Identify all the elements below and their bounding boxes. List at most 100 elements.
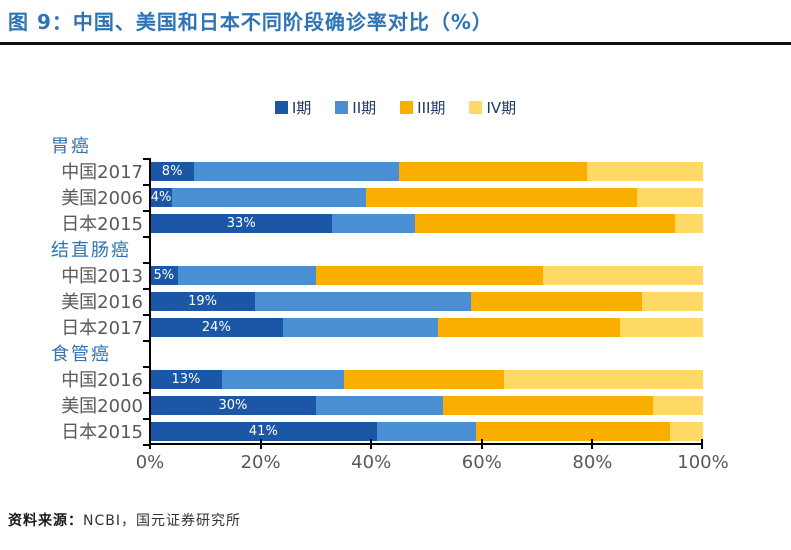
- bar-track: 30%: [150, 392, 703, 418]
- chart-legend: I期 II期 III期 IV期: [0, 97, 791, 118]
- bar-segment-stage3: [315, 265, 543, 285]
- bar-row: 日本2017 24%: [45, 314, 703, 340]
- bar-segment-stage2: [315, 395, 444, 415]
- bar-segment-stage4: [675, 213, 703, 233]
- bar-row: 日本2015 41%: [45, 418, 703, 444]
- bar-segment-stage1: 4%: [150, 187, 173, 207]
- legend-item-stage4: IV期: [469, 97, 516, 118]
- bar-segment-stage2: [255, 291, 471, 311]
- title-divider-rule: [0, 42, 791, 45]
- bar-track: 4%: [150, 184, 703, 210]
- source-note: 资料来源：NCBI，国元证券研究所: [8, 510, 241, 530]
- stacked-bar: 5%: [150, 265, 703, 285]
- country-year-label: 美国2016: [61, 292, 143, 313]
- bar-track: 5%: [150, 262, 703, 288]
- bar-segment-stage1: 24%: [150, 317, 283, 337]
- stage2-swatch-icon: [335, 101, 349, 114]
- legend-item-stage3: III期: [400, 97, 445, 118]
- bar-segment-stage3: [470, 291, 643, 311]
- bar-segment-stage2: [221, 369, 344, 389]
- stage1-data-label: 24%: [201, 319, 231, 335]
- x-axis-tick: [591, 439, 594, 449]
- legend-item-stage1: I期: [274, 97, 312, 118]
- stacked-bar: 33%: [150, 213, 703, 233]
- stage1-swatch-icon: [274, 101, 288, 114]
- bar-row: 美国2006 4%: [45, 184, 703, 210]
- stage1-data-label: 8%: [161, 163, 183, 179]
- stacked-bar: 8%: [150, 161, 703, 181]
- bar-segment-stage2: [376, 421, 477, 441]
- bar-track: 8%: [150, 158, 703, 184]
- stage1-data-label: 33%: [226, 215, 256, 231]
- stacked-bar: 41%: [150, 421, 703, 441]
- bar-track: 41%: [150, 418, 703, 444]
- country-year-label: 美国2006: [61, 188, 143, 209]
- bar-segment-stage1: 13%: [150, 369, 222, 389]
- bar-segment-stage3: [437, 317, 621, 337]
- stage1-data-label: 19%: [188, 293, 217, 309]
- stage1-data-label: 13%: [171, 371, 201, 387]
- empty-track: [150, 340, 703, 366]
- legend-label: IV期: [486, 99, 517, 117]
- bar-segment-stage4: [642, 291, 703, 311]
- bar-segment-stage3: [365, 187, 637, 207]
- x-tick-label: 60%: [461, 452, 502, 473]
- cancer-group-label: 结直肠癌: [51, 240, 131, 261]
- stacked-bar: 13%: [150, 369, 703, 389]
- legend-label: II期: [352, 99, 377, 117]
- bar-segment-stage4: [636, 187, 703, 207]
- stacked-bar: 30%: [150, 395, 703, 415]
- legend-label: I期: [291, 99, 312, 117]
- bar-segment-stage1: 41%: [150, 421, 377, 441]
- x-tick-label: 20%: [240, 452, 281, 473]
- bar-row: 美国2016 19%: [45, 288, 703, 314]
- bar-segment-stage1: 8%: [150, 161, 195, 181]
- x-axis-labels: 0% 20% 40% 60% 80% 100%: [136, 452, 729, 474]
- x-tick-label: 80%: [572, 452, 613, 473]
- country-year-label: 日本2015: [61, 422, 143, 443]
- bar-segment-stage4: [542, 265, 703, 285]
- stage1-data-label: 4%: [150, 189, 172, 205]
- x-axis-tick: [259, 439, 262, 449]
- country-year-label: 中国2013: [61, 266, 143, 287]
- bar-segment-stage3: [343, 369, 504, 389]
- legend-item-stage2: II期: [335, 97, 376, 118]
- bar-row: 中国2016 13%: [45, 366, 703, 392]
- bar-segment-stage3: [476, 421, 670, 441]
- bar-track: 33%: [150, 210, 703, 236]
- country-year-label: 中国2017: [61, 162, 143, 183]
- bar-segment-stage4: [503, 369, 703, 389]
- stage3-swatch-icon: [400, 101, 414, 114]
- stage1-data-label: 41%: [248, 423, 278, 439]
- bar-segment-stage4: [669, 421, 703, 441]
- bar-segment-stage1: 33%: [150, 213, 333, 233]
- x-axis-tick: [370, 439, 373, 449]
- cancer-group-row: 结直肠癌: [45, 236, 703, 262]
- bar-track: 19%: [150, 288, 703, 314]
- country-year-label: 日本2015: [61, 214, 143, 235]
- x-axis-tick: [480, 439, 483, 449]
- plot-rows: 胃癌 中国2017 8% 美国2006 4% 日本2015 33% 结直肠癌 中…: [45, 132, 703, 444]
- stacked-bar: 24%: [150, 317, 703, 337]
- x-tick-label: 100%: [677, 452, 729, 473]
- bar-row: 美国2000 30%: [45, 392, 703, 418]
- bar-segment-stage2: [194, 161, 399, 181]
- x-axis-line: [150, 443, 703, 445]
- y-axis-line: [149, 158, 151, 446]
- bar-segment-stage2: [282, 317, 438, 337]
- bar-segment-stage3: [415, 213, 676, 233]
- bar-segment-stage1: 30%: [150, 395, 316, 415]
- bar-track: 24%: [150, 314, 703, 340]
- bar-segment-stage3: [398, 161, 587, 181]
- cancer-group-label: 胃癌: [51, 136, 91, 157]
- bar-row: 中国2017 8%: [45, 158, 703, 184]
- stage1-data-label: 5%: [153, 267, 175, 283]
- bar-row: 日本2015 33%: [45, 210, 703, 236]
- bar-segment-stage4: [620, 317, 703, 337]
- bar-segment-stage4: [586, 161, 703, 181]
- stacked-bar: 4%: [150, 187, 703, 207]
- figure-title: 图 9：中国、美国和日本不同阶段确诊率对比（%）: [8, 10, 493, 34]
- country-year-label: 中国2016: [61, 370, 143, 391]
- bar-track: 13%: [150, 366, 703, 392]
- source-text: NCBI，国元证券研究所: [83, 513, 241, 529]
